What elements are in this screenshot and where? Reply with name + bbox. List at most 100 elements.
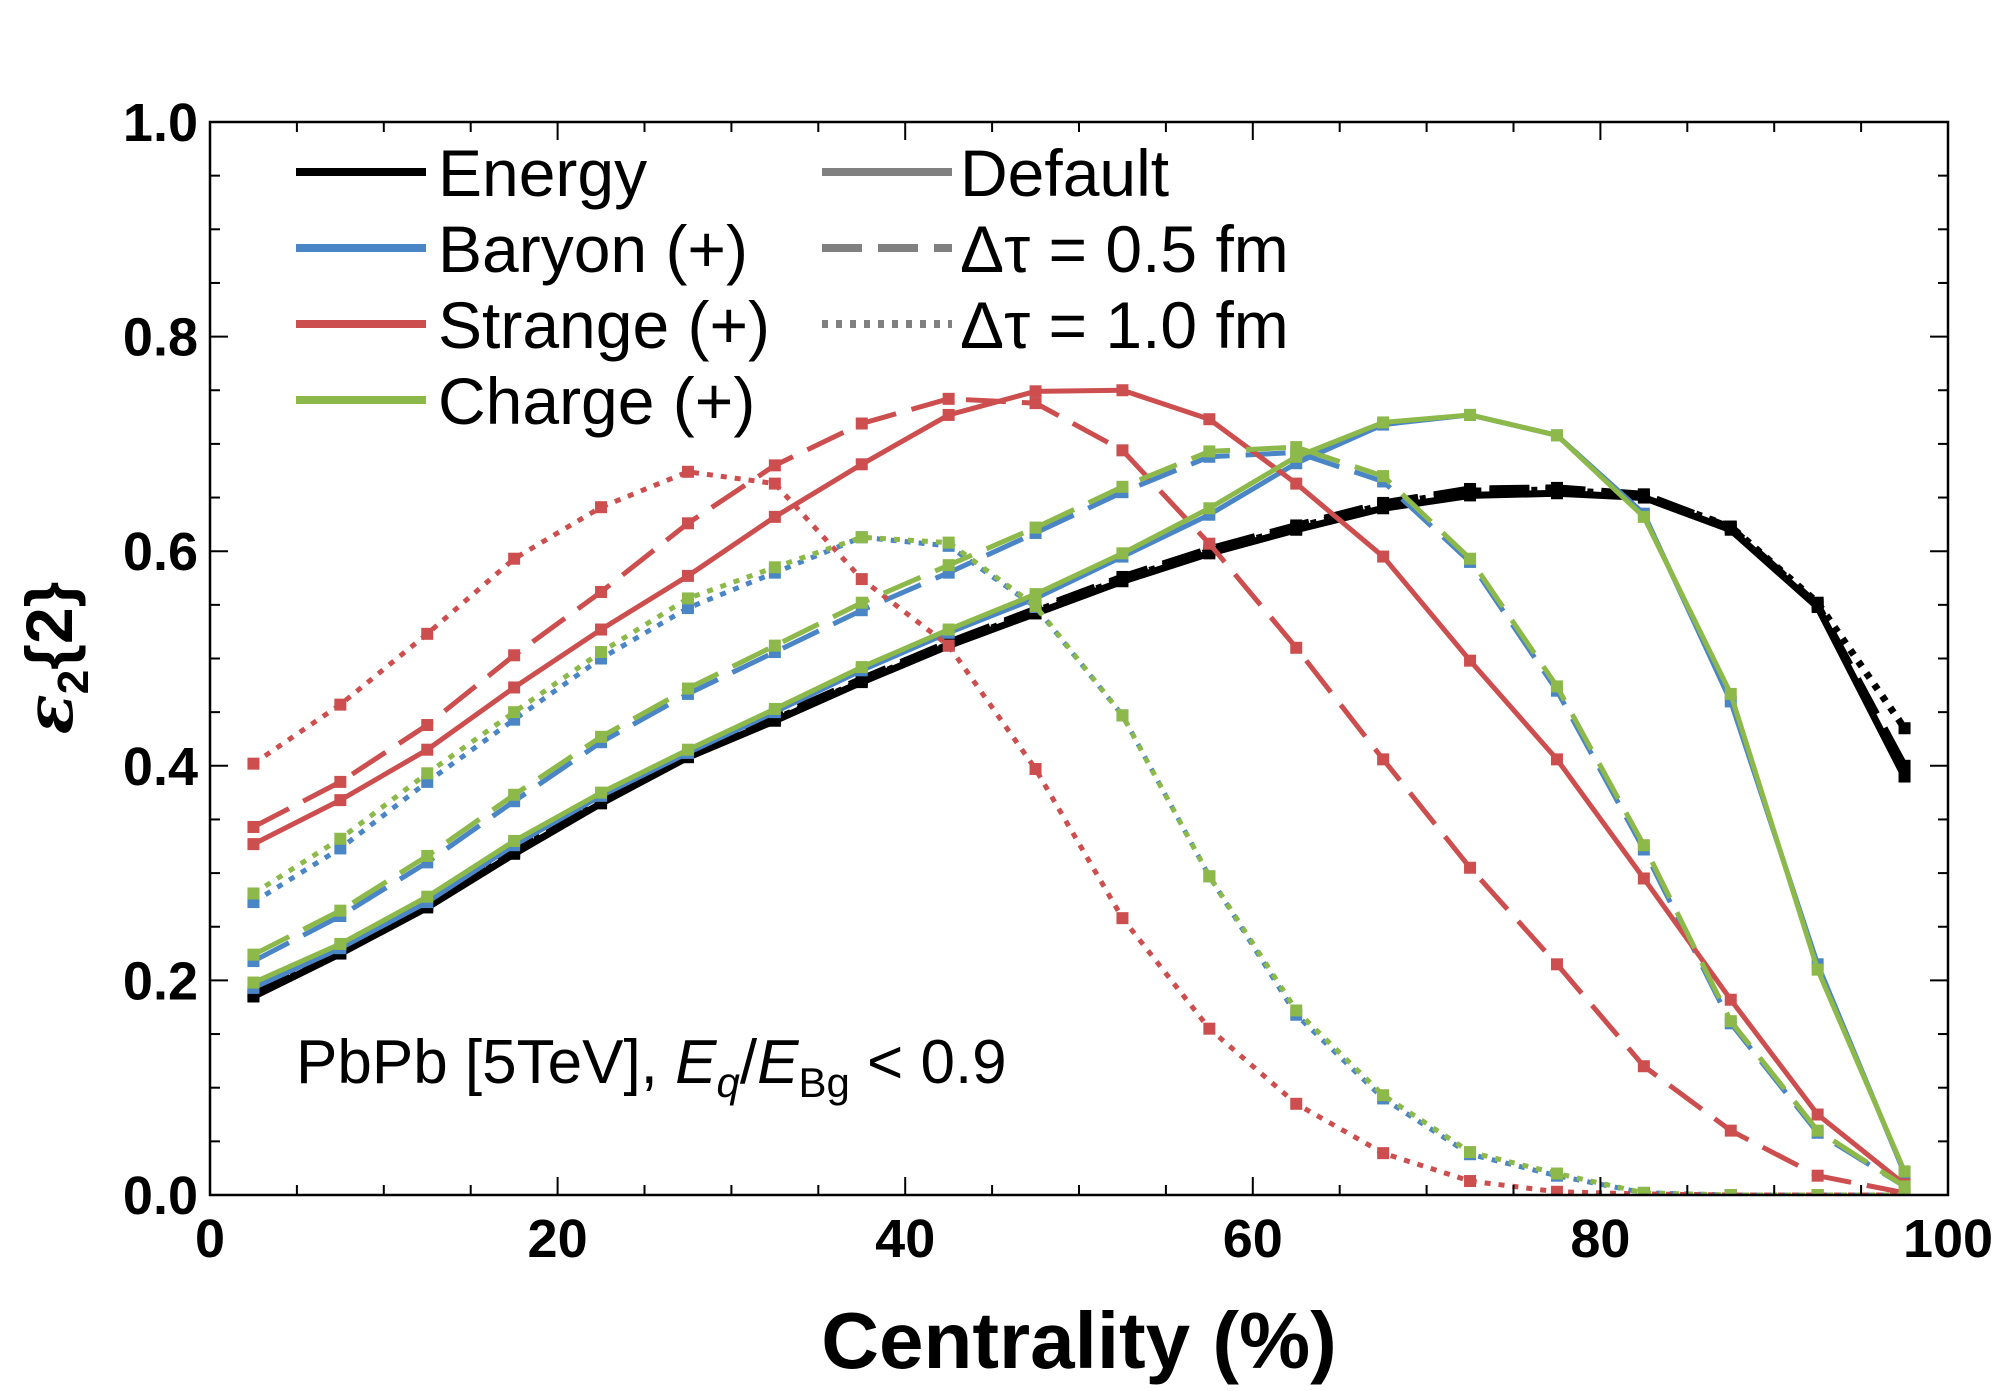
data-point	[1898, 722, 1911, 735]
data-point	[508, 706, 521, 719]
data-point	[855, 417, 868, 430]
data-point	[1550, 1185, 1563, 1195]
data-point	[1377, 1147, 1390, 1160]
series-layer	[247, 384, 1911, 1195]
data-point	[855, 596, 868, 609]
data-point	[1637, 510, 1650, 523]
data-point	[1116, 912, 1129, 925]
data-point	[1637, 1060, 1650, 1073]
data-point	[768, 702, 781, 715]
legend-label-strange: Strange (+)	[438, 288, 770, 362]
data-point	[1290, 1097, 1303, 1110]
data-point	[1116, 444, 1129, 457]
data-point	[1637, 839, 1650, 852]
data-point	[855, 573, 868, 586]
data-point	[1377, 416, 1390, 429]
data-point	[1290, 441, 1303, 454]
series-strange-default	[247, 384, 1911, 1191]
data-point	[1203, 413, 1216, 426]
data-point	[681, 682, 694, 695]
data-point	[681, 465, 694, 478]
data-point	[1811, 963, 1824, 976]
x-axis-title: Centrality (%)	[821, 1296, 1337, 1385]
data-point	[1203, 1022, 1216, 1035]
data-point	[421, 767, 434, 780]
data-point	[247, 948, 260, 961]
data-point	[595, 730, 608, 743]
x-tick-label: 40	[875, 1209, 935, 1269]
data-point	[508, 649, 521, 662]
y-tick-label: 0.4	[123, 737, 198, 797]
legend-label-dt05: Δτ = 0.5 fm	[960, 212, 1289, 286]
data-point	[334, 832, 347, 845]
data-point	[942, 536, 955, 549]
data-point	[1464, 485, 1477, 498]
data-point	[247, 838, 260, 851]
data-point	[508, 681, 521, 694]
data-point	[421, 719, 434, 732]
data-point	[855, 675, 868, 688]
data-point	[1811, 1108, 1824, 1121]
data-point	[1724, 1124, 1737, 1137]
data-point	[1377, 470, 1390, 483]
series-line	[252, 387, 1907, 1187]
data-point	[1637, 489, 1650, 502]
data-point	[508, 788, 521, 801]
data-point	[1464, 408, 1477, 421]
data-point	[595, 623, 608, 636]
series-line	[252, 469, 1905, 1195]
data-point	[595, 585, 608, 598]
data-point	[1898, 770, 1911, 783]
data-point	[1724, 687, 1737, 700]
data-point	[595, 646, 608, 659]
data-point	[1116, 547, 1129, 560]
y-tick-label: 0.2	[123, 951, 198, 1011]
data-point	[595, 786, 608, 799]
data-point	[1811, 1189, 1824, 1195]
data-point	[1290, 641, 1303, 654]
data-point	[334, 904, 347, 917]
y-axis-title: ε2{2}	[10, 582, 98, 735]
data-point	[1116, 573, 1129, 586]
data-point	[1464, 654, 1477, 667]
series-charge-0-5-fm	[247, 441, 1911, 1193]
data-point	[768, 477, 781, 490]
data-point	[334, 842, 347, 855]
data-point	[681, 592, 694, 605]
data-point	[1203, 870, 1216, 883]
y-tick-label: 0.6	[123, 522, 198, 582]
data-point	[1550, 753, 1563, 766]
data-point	[1290, 450, 1303, 463]
data-point	[1116, 709, 1129, 722]
data-point	[1898, 759, 1911, 772]
series-line	[252, 534, 1905, 1195]
data-point	[855, 531, 868, 544]
data-point	[1029, 763, 1042, 776]
series-line	[252, 396, 1906, 1195]
series-strange-1-0-fm	[247, 465, 1911, 1195]
data-point	[334, 794, 347, 807]
data-point	[1464, 1175, 1477, 1188]
ticks-layer: 0 20 40 60 80 100 0.0 0.2 0.4 0.6 0.8 1.0	[123, 93, 1993, 1269]
data-point	[681, 743, 694, 756]
data-point	[681, 569, 694, 582]
data-point	[334, 937, 347, 950]
x-tick-label: 80	[1570, 1209, 1630, 1269]
series-charge-1-0-fm	[247, 531, 1911, 1195]
x-tick-label: 0	[195, 1209, 225, 1269]
data-point	[595, 501, 608, 514]
data-point	[247, 757, 260, 770]
data-point	[1724, 1189, 1737, 1195]
data-point	[768, 561, 781, 574]
data-point	[768, 510, 781, 523]
data-point	[768, 459, 781, 472]
data-point	[1724, 1015, 1737, 1028]
data-point	[942, 559, 955, 572]
series-line	[251, 486, 1908, 999]
data-point	[1377, 499, 1390, 512]
data-point	[421, 627, 434, 640]
data-point	[942, 639, 955, 652]
legend-label-baryon: Baryon (+)	[438, 212, 748, 286]
